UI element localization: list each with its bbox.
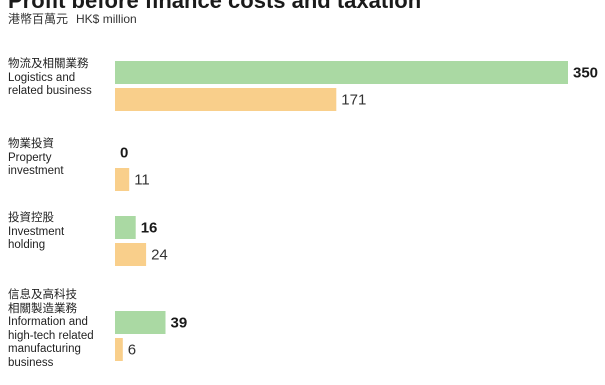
chart-title: Profit before finance costs and taxation [8, 0, 422, 13]
category-label-zh-line: 相關製造業務 [8, 302, 77, 315]
bar-s0-c2 [115, 216, 136, 239]
category-label-2: 投資控股 Investment holding [8, 212, 114, 253]
category-label-zh-line: 投資控股 [8, 212, 54, 224]
category-label-en-line: high-tech related [8, 329, 94, 342]
value-label-s0-c3: 39 [171, 315, 188, 332]
unit-zh: 港幣百萬元 [8, 12, 69, 26]
bar-s1-c0 [115, 88, 337, 111]
category-label-en-line: Information and [8, 316, 88, 328]
unit-en: HK$ million [76, 12, 137, 26]
bar-s1-c3 [115, 338, 123, 361]
value-label-s0-c1: 0 [120, 145, 128, 162]
category-label-en-line: holding [8, 239, 46, 251]
category-label-en-line: investment [8, 165, 64, 177]
category-label-zh-line: 物流及相關業務 [8, 58, 89, 70]
category-label-en-line: manufacturing [8, 343, 81, 355]
category-label-3: 信息及高科技 相關製造業務 Information and high-tech … [8, 289, 114, 370]
value-label-s1-c3: 6 [128, 342, 136, 359]
category-label-en-line: Logistics and [8, 71, 76, 84]
category-label-0: 物流及相關業務 Logistics and related business [8, 58, 114, 99]
category-label-en-line: business [8, 356, 54, 369]
bar-s0-c0 [115, 61, 568, 84]
category-label-en-line: Property [8, 151, 52, 164]
value-label-s1-c1: 11 [134, 172, 150, 189]
category-label-1: 物業投資 Property investment [8, 138, 114, 179]
unit-caption: 港幣百萬元 HK$ million [8, 10, 137, 27]
category-label-zh-line: 物業投資 [8, 138, 54, 150]
bar-s1-c2 [115, 243, 147, 266]
category-label-en-line: related business [8, 85, 92, 97]
value-label-s0-c0: 350 [573, 65, 598, 82]
bar-s1-c1 [115, 168, 130, 191]
value-label-s1-c2: 24 [151, 247, 168, 264]
category-label-zh-line: 信息及高科技 [8, 289, 77, 301]
value-label-s0-c2: 16 [141, 220, 158, 237]
category-label-en-line: Investment [8, 225, 65, 238]
bar-s0-c3 [115, 311, 166, 334]
value-label-s1-c0: 171 [341, 92, 366, 109]
